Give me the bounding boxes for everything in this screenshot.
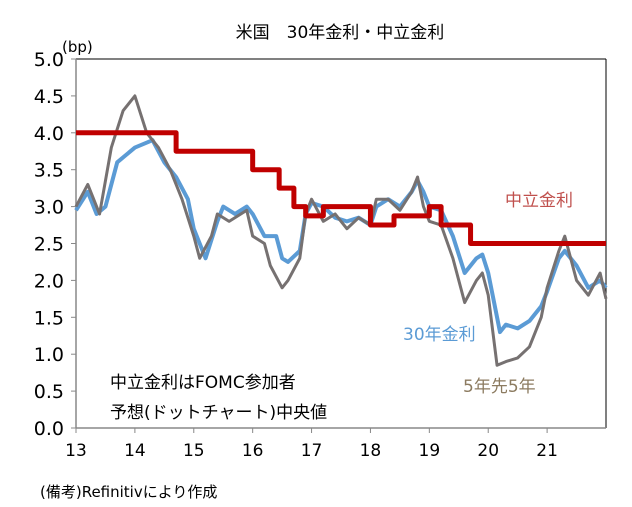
note-line-2: 予想(ドットチャート)中央値 xyxy=(110,403,327,423)
x-tick-label: 14 xyxy=(124,441,146,461)
y-tick-label: 1.5 xyxy=(34,307,64,329)
x-tick-label: 18 xyxy=(360,441,382,461)
label-30y: 30年金利 xyxy=(403,325,476,345)
y-tick-label: 5.0 xyxy=(34,49,64,71)
y-tick-label: 2.5 xyxy=(34,234,64,256)
label-5y5y: 5年先5年 xyxy=(463,377,536,397)
x-tick-label: 13 xyxy=(65,441,87,461)
y-tick-label: 1.0 xyxy=(34,344,64,366)
series-line-neutral-rate xyxy=(76,130,606,246)
y-tick-label: 2.0 xyxy=(34,270,64,292)
chart-title: 米国 30年金利・中立金利 xyxy=(236,23,445,43)
x-tick-label: 16 xyxy=(242,441,264,461)
x-tick-label: 19 xyxy=(419,441,441,461)
x-tick-label: 20 xyxy=(477,441,499,461)
source-note: (備考)Refinitivにより作成 xyxy=(40,483,217,501)
note-line-1: 中立金利はFOMC参加者 xyxy=(110,373,296,393)
y-tick-label: 3.5 xyxy=(34,160,64,182)
series-line-5y5y-forward xyxy=(74,94,608,367)
x-tick-label: 17 xyxy=(301,441,323,461)
unit-label: (bp) xyxy=(62,38,93,56)
y-tick-label: 3.0 xyxy=(34,197,64,219)
label-neutral-rate: 中立金利 xyxy=(505,191,573,211)
y-tick-label: 4.5 xyxy=(34,86,64,108)
x-tick-label: 21 xyxy=(536,441,558,461)
y-tick-label: 0.5 xyxy=(34,381,64,403)
y-tick-label: 0.0 xyxy=(34,418,64,440)
x-tick-label: 15 xyxy=(183,441,205,461)
y-tick-label: 4.0 xyxy=(34,123,64,145)
series-line-30y-yield xyxy=(74,138,608,335)
